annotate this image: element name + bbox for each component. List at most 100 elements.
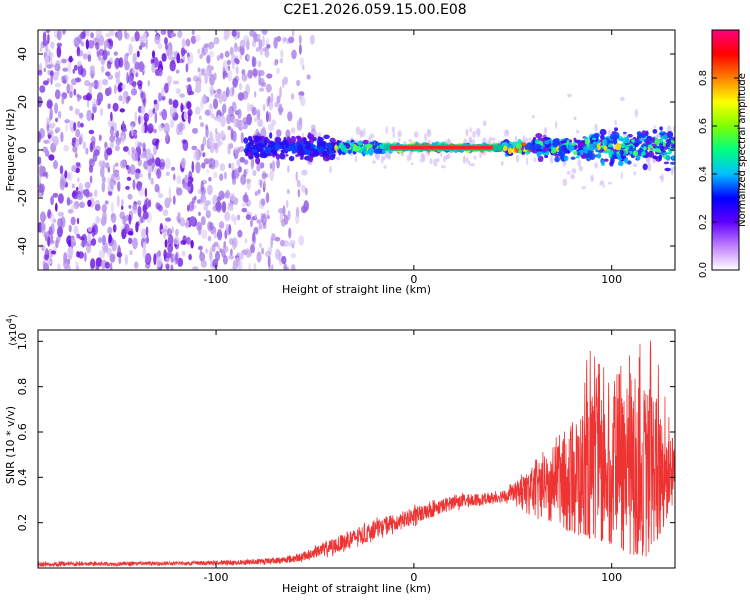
noise-blob (177, 30, 183, 38)
noise-blob (110, 201, 115, 214)
noise-blob (202, 152, 206, 158)
noise-blob (223, 35, 229, 41)
noise-blob (69, 105, 73, 112)
noise-blob (73, 121, 77, 132)
noise-blob (82, 53, 88, 60)
noise-blob (306, 74, 311, 80)
noise-blob (181, 38, 186, 48)
noise-blob (43, 67, 47, 72)
signal-cell (611, 153, 615, 162)
noise-blob (213, 72, 217, 81)
signal-cell (575, 155, 580, 159)
noise-blob (148, 109, 154, 118)
noise-blob (84, 80, 91, 87)
noise-blob (217, 114, 222, 123)
noise-blob (221, 106, 226, 114)
noise-blob (223, 240, 226, 248)
faint-blob (445, 154, 449, 160)
noise-blob (225, 86, 230, 98)
noise-blob (235, 215, 240, 220)
noise-blob (184, 174, 189, 184)
noise-blob (38, 131, 42, 143)
noise-blob (287, 111, 293, 122)
signal-cell (639, 133, 646, 139)
noise-blob (256, 109, 261, 121)
noise-blob (43, 139, 50, 144)
signal-cell (260, 154, 268, 159)
noise-blob (197, 67, 201, 73)
signal-cell (610, 133, 615, 139)
noise-blob (91, 238, 97, 246)
spectrogram-cells (38, 30, 675, 270)
noise-blob (42, 260, 46, 268)
noise-blob (109, 140, 115, 149)
noise-blob (268, 112, 272, 123)
noise-blob (63, 144, 69, 152)
noise-blob (241, 69, 246, 76)
faint-blob (578, 165, 584, 172)
signal-cell (653, 156, 658, 160)
noise-blob (109, 135, 116, 143)
noise-blob (227, 69, 233, 82)
noise-blob (154, 183, 160, 193)
noise-blob (164, 239, 168, 248)
noise-blob (238, 82, 243, 91)
noise-blob (102, 160, 106, 169)
noise-blob (244, 238, 248, 244)
noise-blob (251, 234, 257, 245)
noise-blob (286, 189, 290, 195)
faint-blob (397, 137, 401, 142)
noise-blob (85, 147, 89, 155)
signal-cell (324, 150, 330, 157)
signal-cell (570, 156, 576, 160)
signal-cell (338, 148, 342, 156)
noise-blob (206, 210, 210, 216)
noise-blob (182, 183, 190, 189)
noise-blob (71, 140, 76, 147)
noise-blob (205, 248, 209, 254)
noise-blob (109, 253, 116, 263)
noise-blob (287, 165, 290, 173)
noise-blob (202, 136, 207, 147)
noise-blob (163, 249, 167, 259)
noise-blob (95, 30, 102, 40)
noise-blob (251, 106, 257, 116)
noise-blob (40, 221, 46, 234)
faint-blob (426, 152, 431, 157)
signal-cell (374, 142, 378, 148)
noise-blob (180, 47, 186, 57)
noise-blob (44, 56, 50, 64)
faint-blob (375, 155, 380, 161)
noise-blob (113, 122, 117, 133)
noise-blob (115, 78, 121, 85)
noise-blob (198, 72, 202, 81)
noise-blob (114, 71, 119, 79)
noise-blob (273, 61, 278, 66)
faint-blob (381, 155, 384, 164)
noise-blob (262, 125, 266, 132)
noise-blob (104, 200, 109, 205)
noise-blob (144, 257, 149, 265)
noise-blob (199, 252, 206, 262)
signal-cell (671, 155, 675, 160)
noise-blob (54, 102, 59, 115)
noise-blob (209, 247, 212, 259)
noise-blob (112, 102, 119, 112)
noise-blob (203, 158, 210, 163)
noise-blob (138, 45, 143, 51)
noise-blob (155, 256, 162, 268)
y-tick-label: 0.4 (16, 469, 29, 487)
signal-cell (651, 137, 656, 143)
noise-blob (256, 163, 261, 172)
signal-cell (290, 135, 297, 144)
noise-blob (227, 125, 232, 131)
noise-blob (291, 49, 297, 60)
noise-blob (53, 160, 58, 170)
noise-blob (88, 129, 95, 135)
noise-blob (253, 226, 259, 235)
signal-cell (535, 133, 543, 139)
faint-blob (500, 161, 504, 166)
noise-blob (257, 33, 261, 40)
noise-blob (181, 139, 187, 144)
noise-blob (250, 244, 255, 254)
